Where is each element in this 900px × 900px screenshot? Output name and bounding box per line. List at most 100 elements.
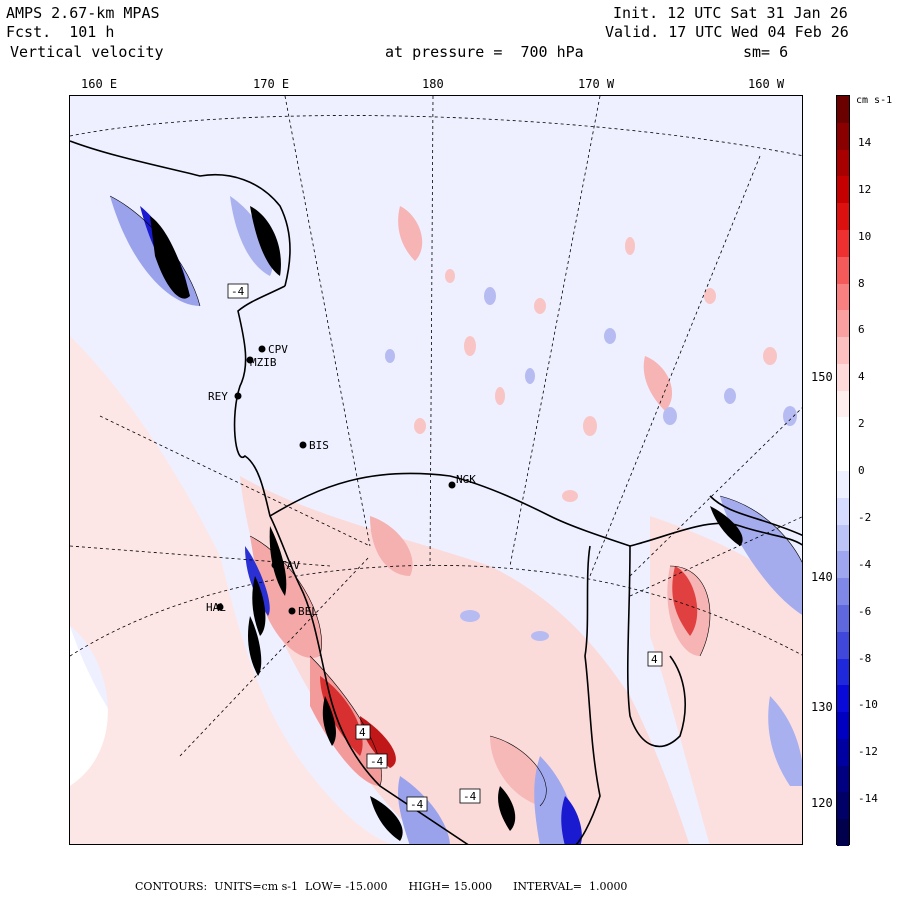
positive-patch-3 [370,516,413,576]
colorbar [836,95,850,847]
valid-time: Valid. 17 UTC Wed 04 Feb 26 [605,23,849,41]
contour-label-5: 4 [651,653,658,666]
station-mzib [246,356,254,364]
colorbar-tick-label: 12 [858,182,872,196]
model-title: AMPS 2.67-km MPAS [6,4,160,22]
station-ngk [448,481,456,489]
contour-label-3: -4 [410,798,424,811]
colorbar-segment [837,712,849,740]
colorbar-segment [837,417,849,445]
colorbar-tick-label: 14 [858,135,872,149]
station-label-bel: BEL [298,605,318,618]
colorbar-tick-label: 10 [858,229,872,243]
station-label-rey: REY [208,390,228,403]
station-cpv [258,345,266,353]
station-label-bis: BIS [309,439,329,452]
colorbar-tick-label: -10 [858,698,878,712]
colorbar-tick-label: 2 [858,417,865,431]
colorbar-segment [837,792,849,820]
positive-patch-6 [398,206,423,261]
colorbar-segment [837,631,849,659]
colorbar-segment [837,176,849,204]
pressure-level: at pressure = 700 hPa [385,43,584,61]
map-graphic: CPV MZIB REY BIS NGK HAL BEL TAV -4 -4 -… [70,96,802,844]
outside-domain-area [70,626,180,796]
colorbar-segment [837,96,849,124]
contours-label: CONTOURS: [135,880,208,893]
contour-label-6: 4 [359,726,366,739]
vertical-velocity-map: CPV MZIB REY BIS NGK HAL BEL TAV -4 -4 -… [69,95,803,845]
lon-label-160e: 160 E [81,77,118,91]
station-label-mzib: MZIB [250,356,277,369]
station-label-ngk: NGK [456,473,476,486]
forecast-hour: Fcst. 101 h [6,23,115,41]
station-markers [216,345,456,615]
colorbar-segment [837,471,849,499]
negative-patch-6 [768,696,802,786]
contour-high: HIGH= 15.000 [408,880,493,893]
lon-label-180: 180 [422,77,444,91]
lon-label-170w: 170 W [578,77,615,91]
colorbar-segment [837,256,849,284]
station-labels: CPV MZIB REY BIS NGK HAL BEL TAV [206,343,476,618]
colorbar-segment [837,203,849,231]
colorbar-segment [837,444,849,472]
colorbar-segment [837,738,849,767]
colorbar-segment [837,497,849,526]
positive-patch-5 [490,736,547,806]
colorbar-segment [837,390,849,418]
colorbar-segment [837,578,849,606]
colorbar-segment [837,337,849,365]
colorbar-segment [837,363,849,392]
colorbar-segment [837,604,849,633]
colorbar-tick-label: 6 [858,323,865,337]
contour-label-2: -4 [370,755,384,768]
contour-lines [109,195,802,807]
colorbar-tick-label: -8 [858,651,872,665]
contour-units: UNITS=cm s-1 [214,880,298,893]
station-bel [288,607,296,615]
colorbar-segment [837,524,849,552]
contour-info-footer: CONTOURS: UNITS=cm s-1 LOW= -15.000 HIGH… [135,880,627,893]
station-tav [271,561,279,569]
negative-patch-2 [230,196,273,276]
init-time: Init. 12 UTC Sat 31 Jan 26 [613,4,848,22]
lon-label-170e: 170 E [253,77,290,91]
colorbar-segment [837,283,849,311]
positive-patch-1 [250,536,322,658]
colorbar-segment [837,765,849,793]
contour-label-1: -4 [231,285,245,298]
colorbar-segment [837,551,849,579]
strong-downward-motion-3 [561,796,582,844]
colorbar-segment [837,229,849,258]
colorbar-tick-label: -2 [858,510,872,524]
colorbar-tick-label: -12 [858,745,878,759]
colorbar-units: cm s-1 [856,95,893,106]
station-label-tav: TAV [280,559,300,572]
colorbar-tick-label: 8 [858,276,865,290]
strong-downward-motion-2 [245,546,270,616]
positive-patch-7 [643,356,673,411]
colorbar-tick-label: 0 [858,464,865,477]
small-positive-cells [414,237,777,502]
colorbar-segment [837,685,849,713]
station-bis [299,441,307,449]
colorbar-segment [837,658,849,686]
graticule-lines [70,96,802,757]
station-rey [234,392,242,400]
coastline [70,140,802,844]
contour-value-labels: -4 -4 -4 -4 4 4 [227,283,663,812]
contour-interval: INTERVAL= 1.0000 [513,880,628,893]
colorbar-tick-label: -6 [858,604,872,618]
colorbar-segment [837,122,849,151]
smoothing-value: sm= 6 [743,43,789,61]
strong-upward-motion-2 [672,566,698,636]
station-label-cpv: CPV [268,343,288,356]
colorbar-segment [837,149,849,177]
colorbar-tick-label: -14 [858,792,878,806]
station-label-hal: HAL [206,601,226,614]
small-negative-cells [385,287,797,641]
terrain-contours [150,206,743,841]
field-name: Vertical velocity [10,43,164,61]
